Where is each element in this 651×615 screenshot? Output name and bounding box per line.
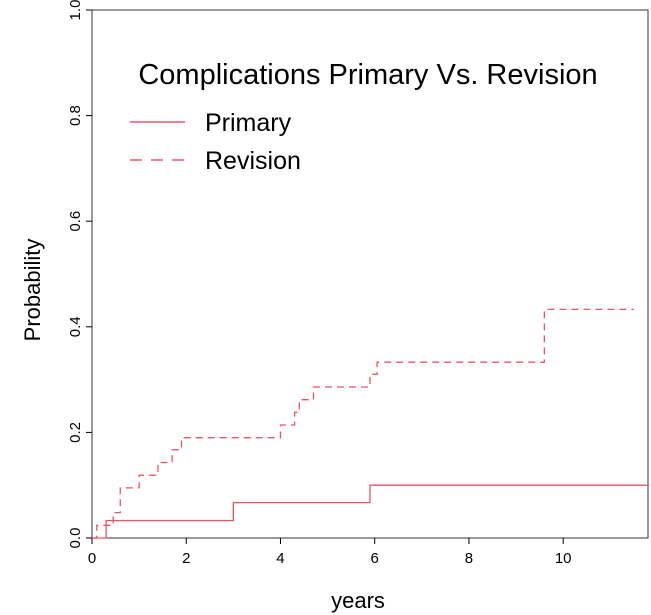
legend-label-primary: Primary — [205, 109, 292, 137]
legend-label-revision: Revision — [205, 147, 301, 175]
x-tick-label: 4 — [276, 550, 284, 567]
y-tick-label: 1.0 — [67, 0, 84, 20]
y-tick-label: 0.2 — [67, 422, 84, 443]
plot-frame — [91, 9, 649, 539]
legend: Primary Revision — [130, 109, 301, 175]
x-tick-label: 10 — [555, 550, 572, 567]
x-axis-title: years — [331, 588, 385, 613]
y-tick-label: 0.4 — [67, 316, 84, 337]
series-line-primary — [92, 484, 648, 539]
x-tick-label: 2 — [182, 550, 190, 567]
y-axis: 0.0 0.2 0.4 0.6 0.8 1.0 — [67, 0, 92, 548]
x-tick-label: 6 — [371, 550, 379, 567]
x-tick-label: 0 — [88, 550, 96, 567]
y-tick-label: 0.0 — [67, 528, 84, 549]
y-axis-title: Probability — [20, 239, 45, 342]
x-tick-label: 8 — [465, 550, 473, 567]
chart-title: Complications Primary Vs. Revision — [138, 59, 597, 91]
x-axis: 0 2 4 6 8 10 — [88, 538, 572, 567]
y-tick-label: 0.6 — [67, 211, 84, 232]
series-line-revision — [92, 308, 634, 539]
series-layer — [92, 308, 648, 539]
y-tick-label: 0.8 — [67, 105, 84, 126]
